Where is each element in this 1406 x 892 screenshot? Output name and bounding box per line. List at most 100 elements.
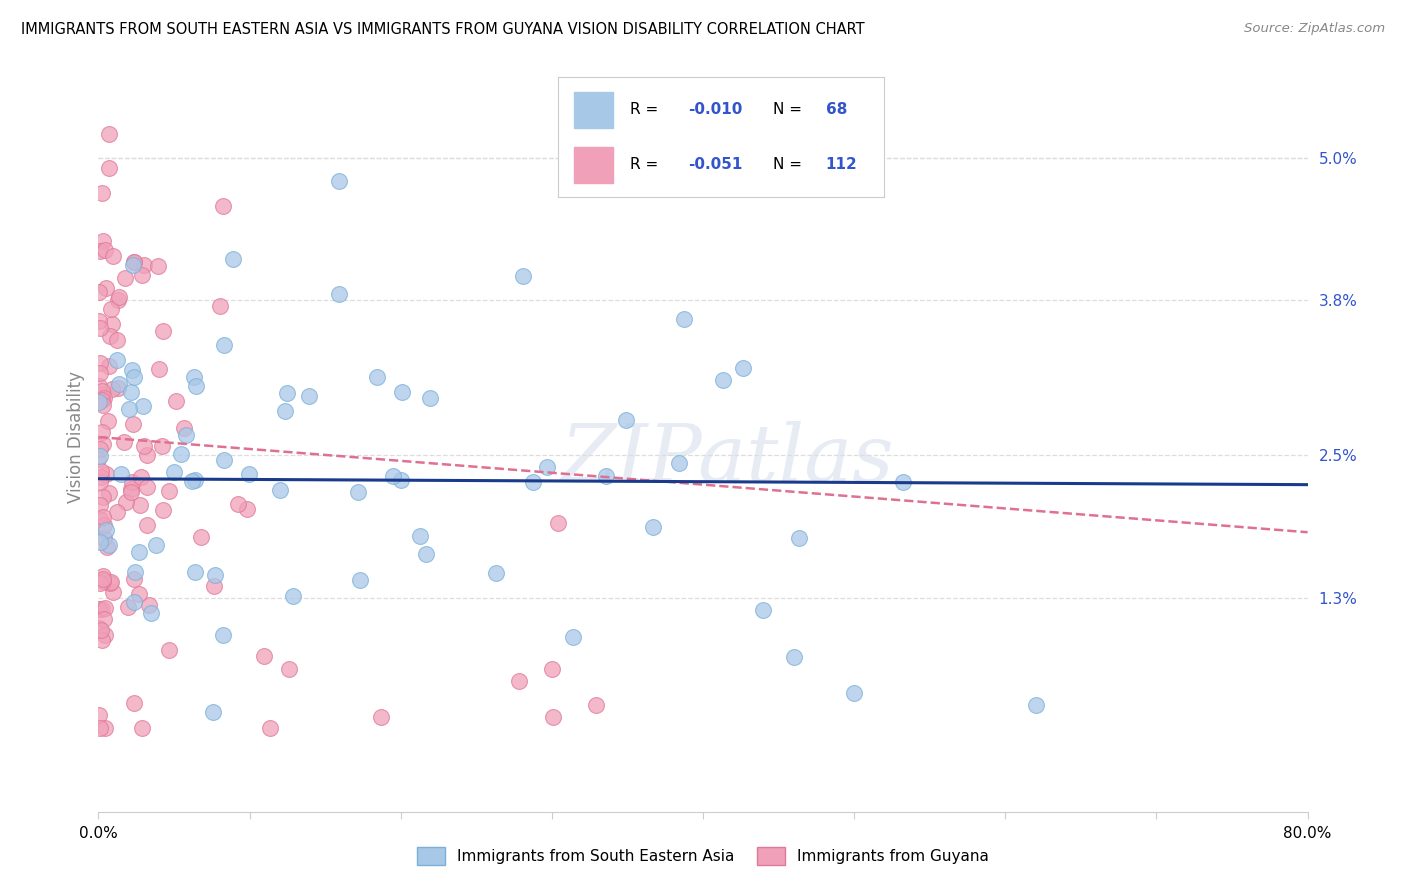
Point [614,412,637,426]
Point [93,391,115,405]
Point [541,709,564,723]
Point [93,568,115,582]
Point [90,469,112,483]
Text: Source: ZipAtlas.com: Source: ZipAtlas.com [1244,22,1385,36]
Point [94,243,117,257]
Point [91,186,114,201]
Point [180,474,202,488]
Point [93,531,115,545]
Point [522,475,544,489]
Point [415,548,437,562]
Point [105,352,128,367]
Point [98,161,121,175]
Point [122,595,145,609]
Point [89,576,111,591]
Point [89,449,111,463]
Point [139,607,162,621]
Point [87,621,110,635]
Point [93,518,115,533]
Point [107,333,129,347]
Point [100,574,122,589]
Point [124,370,146,384]
Point [122,258,145,272]
Point [121,417,143,431]
Text: ZIPatlas: ZIPatlas [561,421,894,499]
Point [152,503,174,517]
Point [134,258,156,272]
Point [238,467,260,481]
Point [120,482,142,496]
Point [212,628,235,642]
Point [174,428,197,442]
Y-axis label: Vision Disability: Vision Disability [66,371,84,503]
Point [93,572,115,586]
Point [94,628,117,642]
Point [98,575,121,590]
Point [668,456,690,470]
Point [97,486,120,500]
Point [91,437,114,451]
Point [173,421,195,435]
Point [131,722,153,736]
Point [90,632,112,647]
Point [89,379,111,393]
Point [122,255,145,269]
Point [93,510,115,524]
Point [129,470,152,484]
Point [128,587,150,601]
Point [117,599,139,614]
Point [89,244,111,258]
Point [110,467,132,481]
Point [891,475,914,490]
Point [641,520,664,534]
Point [212,337,235,351]
Point [87,452,110,467]
Point [508,673,530,688]
Point [235,502,257,516]
Point [112,434,135,449]
Point [783,650,806,665]
Point [163,465,186,479]
Point [89,534,111,549]
Point [89,511,111,525]
Point [101,382,124,396]
Point [89,285,111,299]
Point [204,568,226,582]
Point [91,574,114,589]
Point [221,252,243,267]
Point [89,498,111,512]
Point [512,269,534,284]
Point [97,539,120,553]
Point [114,271,136,285]
Point [169,447,191,461]
Point [90,464,112,478]
Point [118,401,141,416]
Point [91,602,114,616]
Point [382,469,405,483]
Point [276,385,298,400]
Point [152,324,174,338]
Point [98,359,121,373]
Point [93,398,115,412]
Point [1024,698,1046,712]
Point [100,329,122,343]
Point [97,414,120,428]
Point [733,361,755,376]
Point [96,523,118,537]
Point [274,404,297,418]
Point [226,497,249,511]
Point [711,372,734,386]
Point [89,395,111,409]
Point [94,600,117,615]
Point [128,498,150,512]
Point [87,601,110,615]
Point [585,698,607,712]
Point [87,314,110,328]
Point [328,287,350,301]
Point [752,602,775,616]
Point [93,491,115,505]
Point [90,624,112,638]
Point [212,452,235,467]
Point [108,290,131,304]
Point [183,370,205,384]
